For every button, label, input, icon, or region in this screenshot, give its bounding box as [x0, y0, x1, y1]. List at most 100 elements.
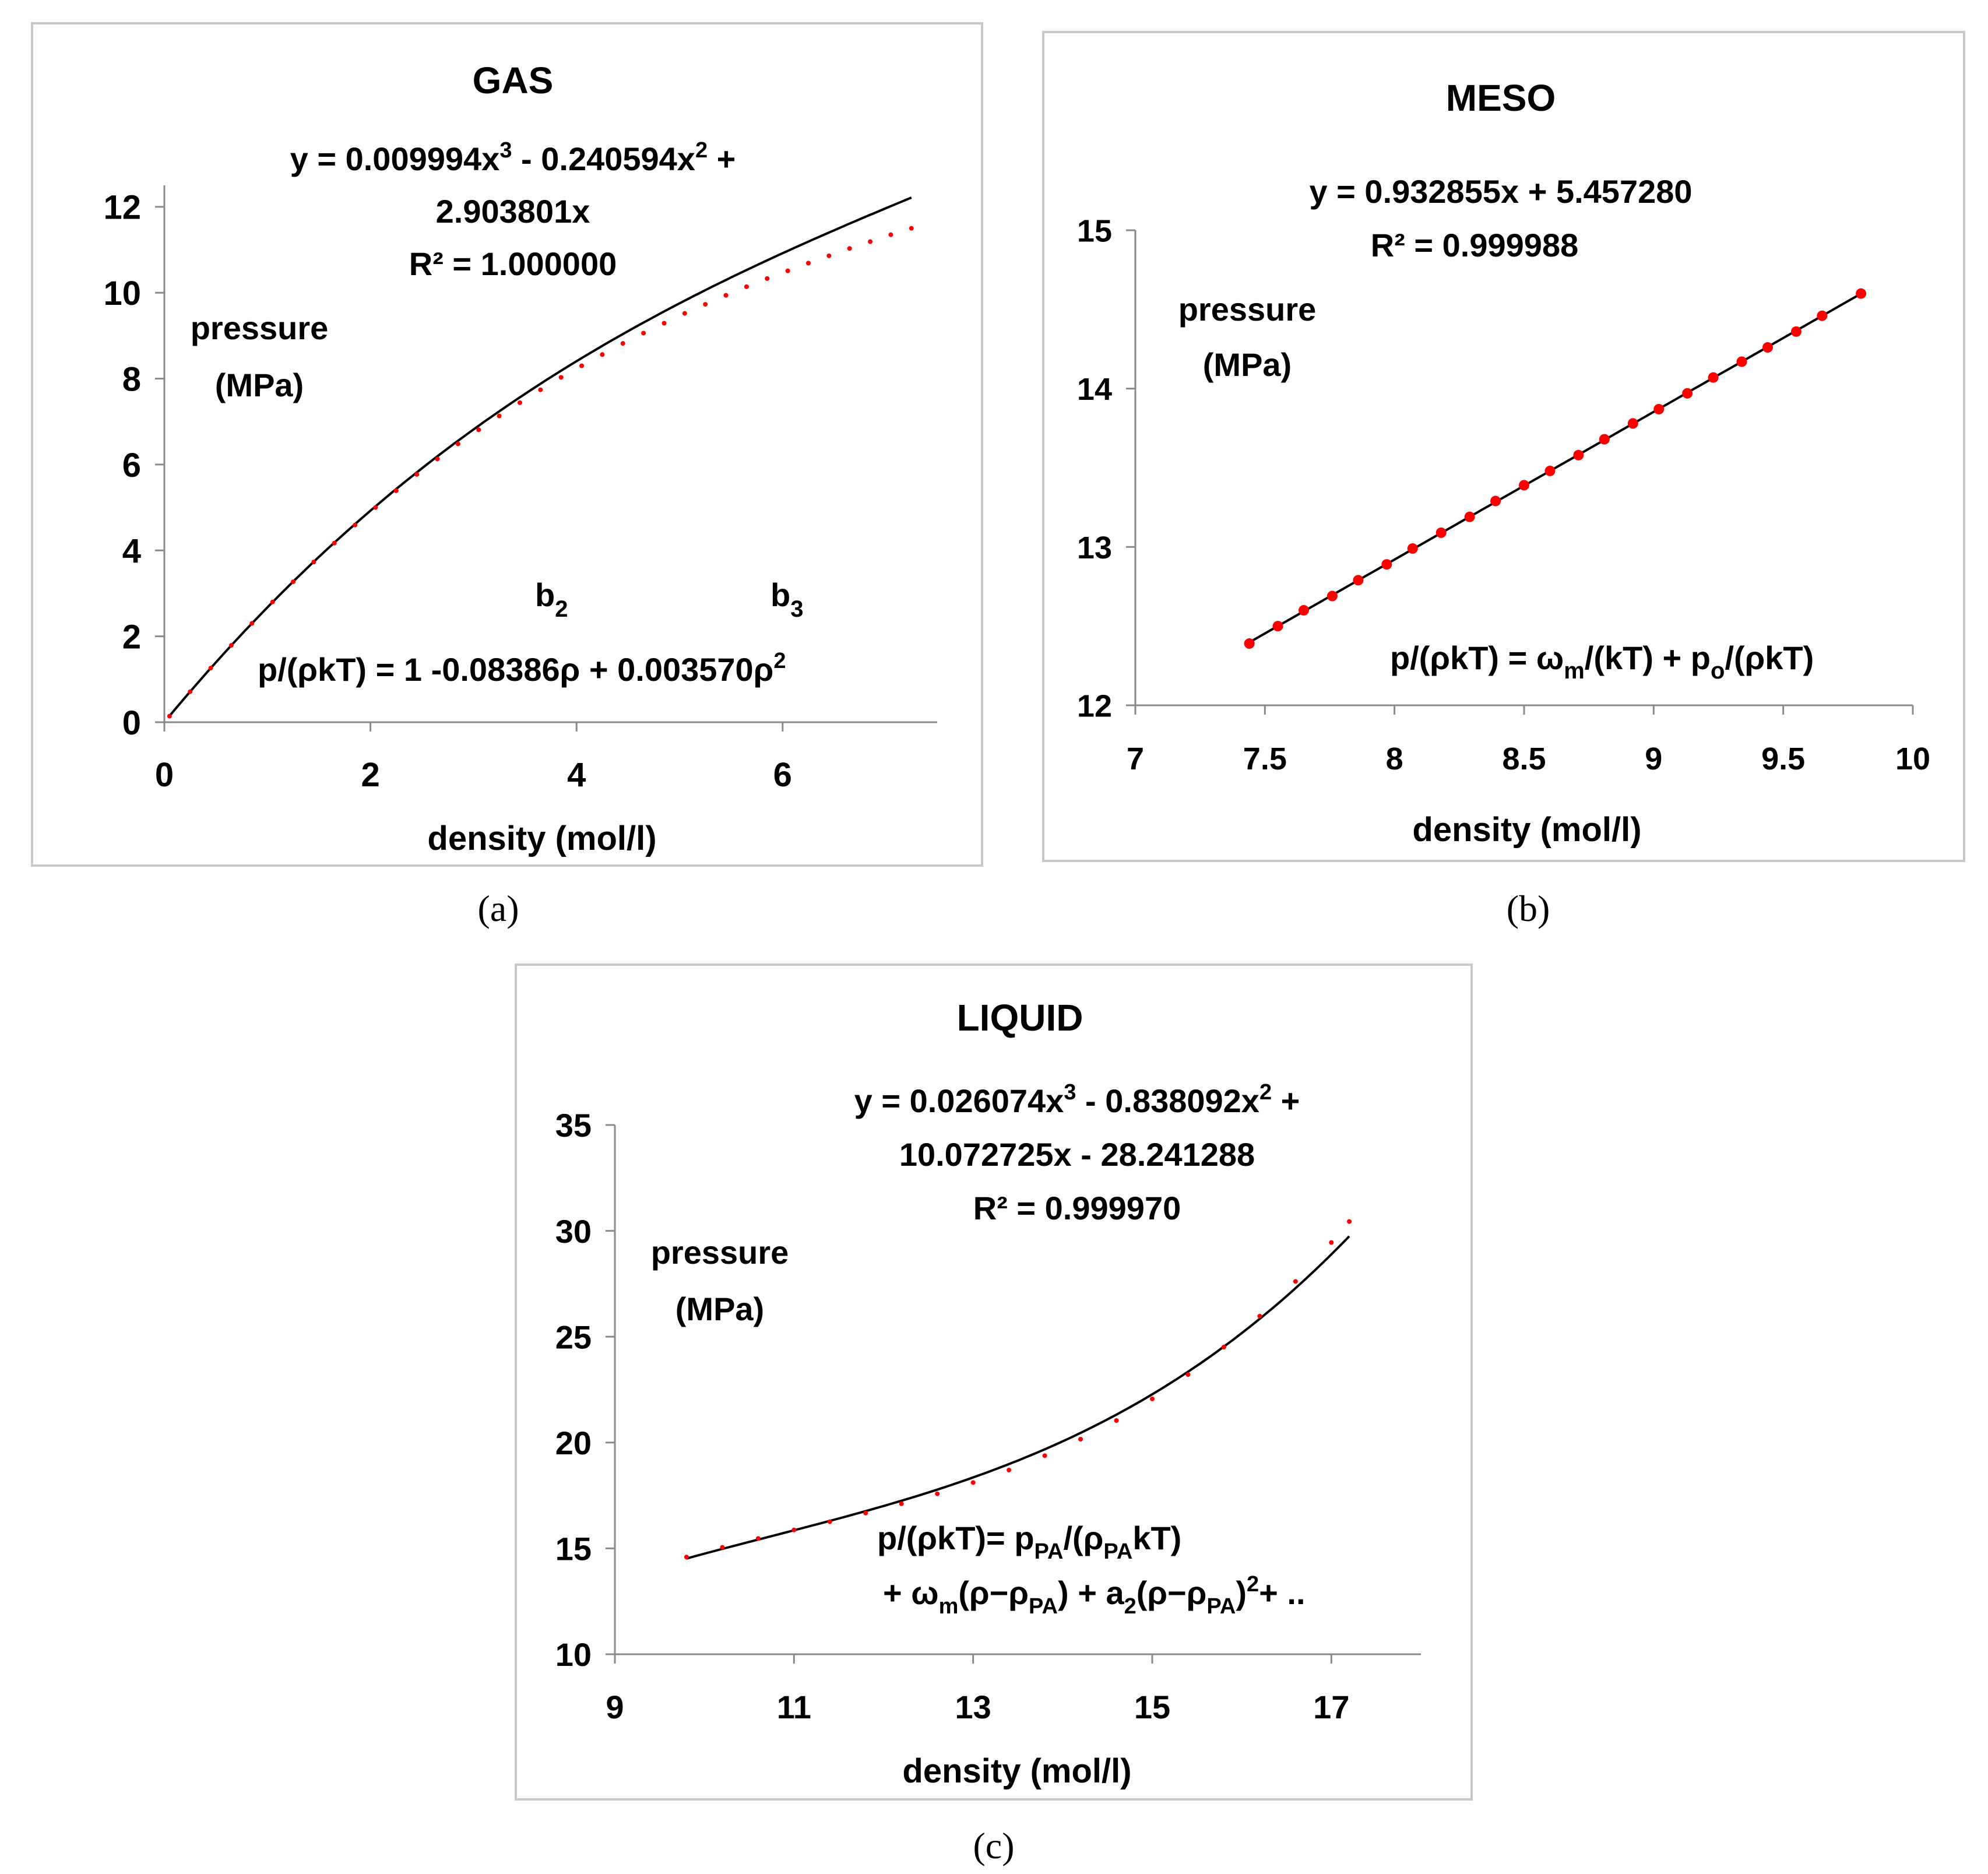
liquid-data-point [1114, 1418, 1119, 1423]
gas-y-tick-label: 8 [122, 360, 141, 398]
gas-data-point [291, 579, 295, 585]
chart-gas-ylabel-line2: (MPa) [215, 367, 304, 403]
gas-x-tick-label: 4 [567, 756, 586, 794]
gas-data-point [888, 232, 893, 237]
liquid-data-point [827, 1519, 832, 1524]
chart-liquid-r-squared: R² = 0.999970 [973, 1190, 1181, 1226]
caption-c: (c) [973, 1825, 1014, 1866]
liquid-data-point [863, 1510, 868, 1516]
meso-x-tick-label: 7 [1127, 741, 1144, 776]
liquid-trendline [686, 1235, 1350, 1560]
gas-data-point [579, 363, 585, 368]
chart-liquid-ylabel-line2: (MPa) [675, 1291, 764, 1327]
meso-data-point [1464, 511, 1475, 522]
liquid-y-tick-label: 10 [555, 1636, 592, 1673]
chart-gas-b2-label: b2 [535, 576, 568, 622]
chart-liquid-frame [515, 964, 1473, 1801]
chart-meso-ylabel-line2: (MPa) [1203, 346, 1292, 383]
gas-data-point [806, 261, 811, 266]
gas-data-point [373, 505, 378, 510]
liquid-x-tick-label: 11 [777, 1689, 811, 1725]
meso-data-point [1326, 590, 1338, 602]
liquid-data-point [755, 1536, 761, 1541]
meso-data-point [1435, 527, 1447, 538]
liquid-data-point [1185, 1372, 1191, 1377]
liquid-data-point [1042, 1453, 1047, 1458]
meso-data-point [1407, 543, 1418, 554]
chart-gas-virial-formula: p/(ρkT) = 1 -0.08386ρ + 0.003570ρ2 [258, 649, 786, 688]
gas-x-tick-label: 2 [361, 756, 379, 794]
chart-liquid: LIQUID y = 0.026074x3 - 0.838092x2 + 10.… [515, 964, 1473, 1801]
chart-liquid-plot-area: 10 15 20 25 30 35 9 11 13 15 17 [555, 1107, 1421, 1725]
liquid-data-point [791, 1527, 797, 1532]
meso-x-tick-label: 9 [1645, 741, 1662, 776]
gas-y-tick-label: 4 [122, 532, 141, 570]
liquid-x-tick-label: 13 [955, 1689, 991, 1725]
chart-gas-frame [31, 22, 983, 867]
gas-data-point [435, 456, 440, 462]
gas-data-point [620, 341, 625, 346]
gas-data-point [641, 331, 646, 336]
meso-y-tick-label: 14 [1077, 372, 1112, 407]
gas-y-tick-label: 12 [103, 189, 141, 227]
chart-gas-title: GAS [473, 59, 554, 101]
meso-data-point [1708, 372, 1719, 383]
caption-a: (a) [477, 888, 519, 929]
chart-meso-r-squared: R² = 0.999988 [1371, 227, 1578, 263]
liquid-data-point [684, 1555, 689, 1560]
gas-data-point [414, 472, 420, 477]
gas-x-tick-label: 6 [773, 756, 792, 794]
chart-meso-ylabel-line1: pressure [1178, 291, 1317, 328]
gas-y-tick-label: 0 [122, 704, 141, 742]
meso-data-point [1762, 342, 1773, 353]
chart-gas-r-squared: R² = 1.000000 [409, 245, 617, 282]
chart-gas-xlabel: density (mol/l) [427, 820, 656, 857]
liquid-x-tick-label: 9 [606, 1689, 624, 1725]
gas-data-point [228, 643, 234, 648]
liquid-data-point [1347, 1219, 1352, 1224]
meso-data-point [1272, 621, 1283, 632]
liquid-data-point [1293, 1279, 1298, 1284]
gas-data-point [538, 387, 543, 392]
liquid-x-tick-label: 15 [1134, 1689, 1170, 1725]
chart-meso-formula: p/(ρkT) = ωm/(kT) + po/(ρkT) [1390, 639, 1814, 684]
gas-x-tick-label: 0 [155, 756, 174, 794]
meso-data-point [1519, 480, 1529, 491]
gas-y-tick-label: 2 [122, 618, 141, 656]
meso-data-point [1627, 418, 1638, 429]
chart-gas-equation-line2: 2.903801x [436, 193, 590, 230]
gas-data-point [703, 302, 708, 307]
gas-data-point [332, 540, 337, 546]
chart-gas-b3-label: b3 [770, 576, 803, 622]
gas-data-point [909, 226, 914, 231]
chart-meso-xlabel: density (mol/l) [1412, 811, 1641, 849]
meso-y-tick-label: 15 [1077, 213, 1112, 248]
gas-data-point [167, 713, 172, 719]
gas-y-tick-label: 6 [122, 446, 141, 484]
liquid-y-tick-label: 30 [555, 1213, 592, 1250]
gas-data-point [249, 621, 255, 626]
chart-liquid-ylabel-line1: pressure [651, 1234, 789, 1271]
meso-data-point [1353, 575, 1364, 586]
gas-data-point [476, 427, 481, 433]
gas-data-point [826, 253, 832, 258]
gas-data-point [723, 293, 729, 298]
chart-liquid-title: LIQUID [957, 997, 1083, 1039]
gas-data-point [311, 560, 316, 565]
gas-data-point [682, 311, 687, 316]
liquid-data-point [1150, 1396, 1155, 1401]
meso-trendline [1248, 293, 1862, 644]
meso-data-point [1299, 605, 1310, 616]
gas-data-point [208, 666, 213, 671]
meso-data-point [1573, 449, 1584, 460]
chart-liquid-equation-line2: 10.072725x - 28.241288 [899, 1136, 1255, 1173]
gas-y-tick-label: 10 [103, 275, 141, 312]
meso-data-point [1790, 326, 1801, 337]
liquid-y-tick-label: 25 [555, 1319, 592, 1355]
chart-gas: GAS y = 0.009994x3 - 0.240594x2 + 2.9038… [31, 22, 983, 867]
liquid-data-point [1329, 1240, 1334, 1245]
meso-y-tick-label: 12 [1077, 688, 1112, 723]
liquid-data-point [720, 1545, 725, 1550]
gas-data-point [868, 239, 873, 244]
